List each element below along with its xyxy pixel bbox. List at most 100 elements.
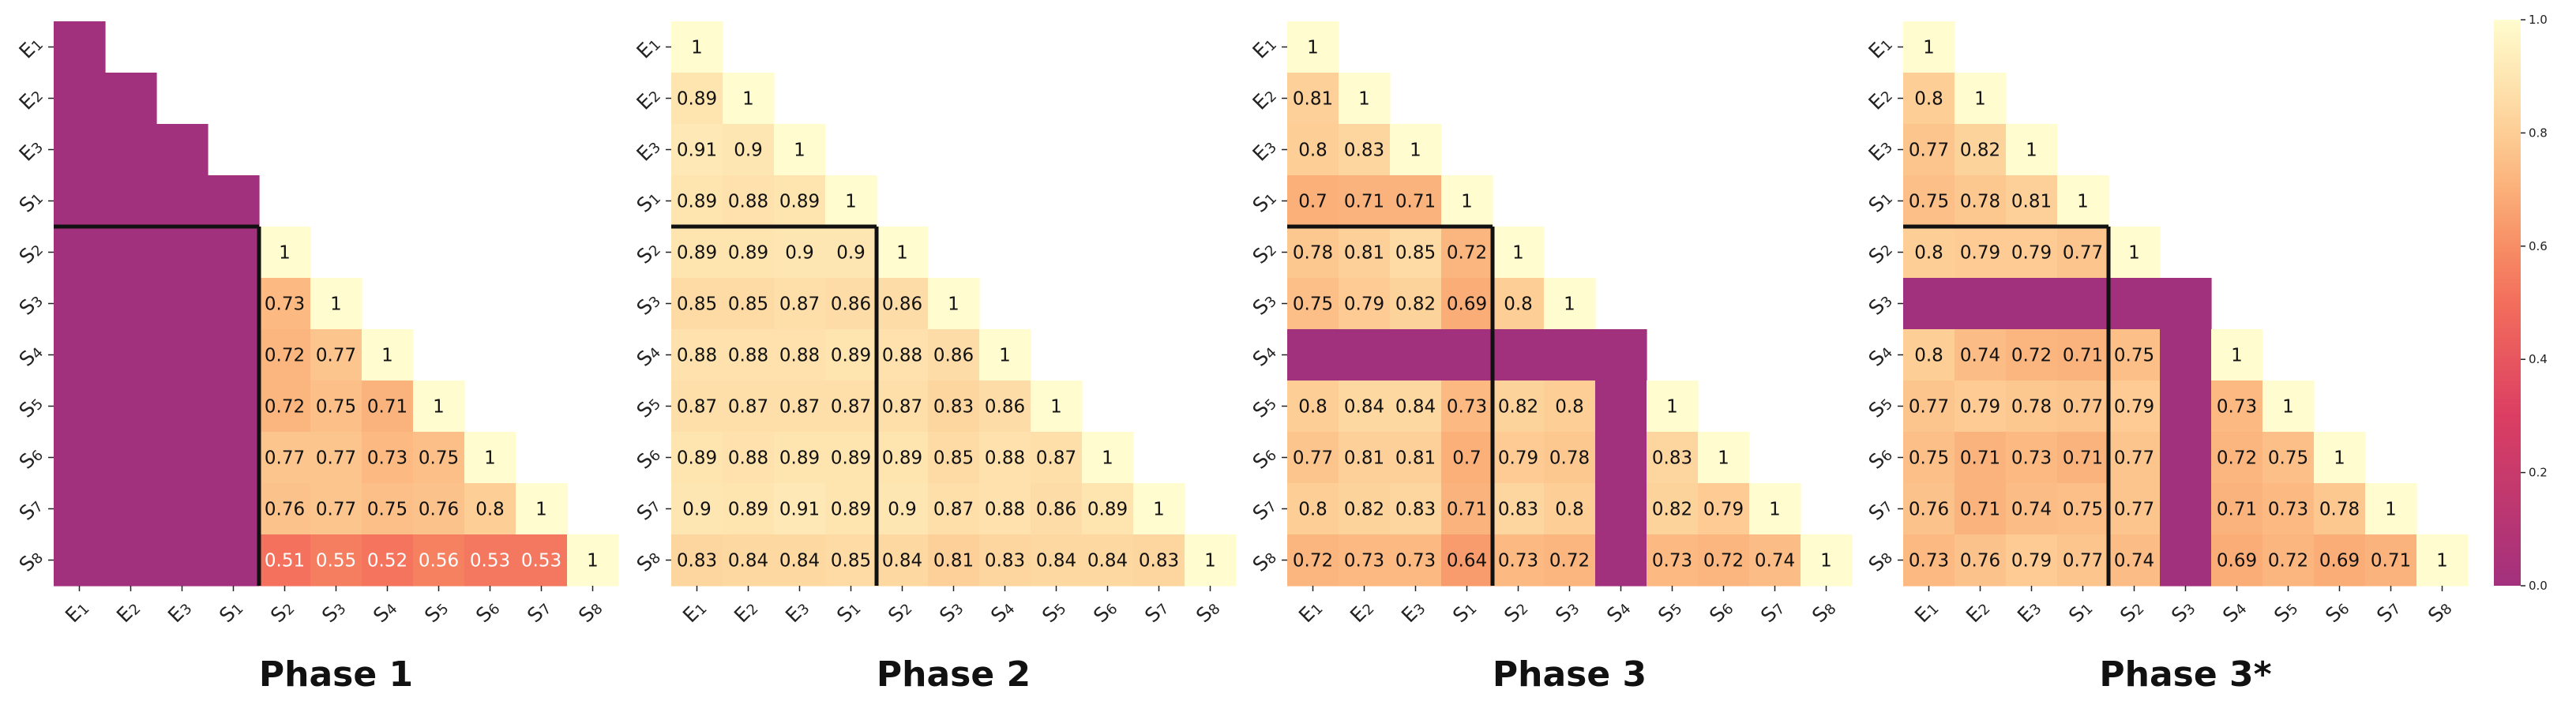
heatmap-cell (825, 278, 877, 330)
cell-value-label: 1 (2128, 243, 2140, 264)
cell-value-label: 0.9 (682, 500, 712, 520)
colorbar-tick-label: 0.2 (2529, 466, 2548, 480)
x-tick-label: S8 (574, 595, 606, 628)
cell-value-label: 0.89 (728, 243, 768, 264)
cell-value-label: 0.71 (1960, 448, 2000, 469)
cell-value-label: 0.53 (521, 551, 561, 572)
cell-value-label: 0.76 (1909, 500, 1949, 520)
heatmap-cell (1955, 534, 2007, 587)
cell-value-label: 0.73 (367, 448, 407, 469)
heatmap-cell (2416, 534, 2469, 587)
cell-value-label: 0.83 (985, 551, 1025, 572)
cell-value-label: 0.89 (677, 89, 717, 110)
y-tick-label: S4 (1864, 339, 1896, 372)
cell-value-label: 0.89 (677, 243, 717, 264)
cell-value-label: 0.79 (1498, 448, 1538, 469)
masked-cell (2160, 278, 2212, 330)
x-tick-label: S3 (1551, 595, 1583, 628)
cell-value-label: 0.77 (2063, 551, 2103, 572)
heatmap-cell (1955, 483, 2007, 535)
cell-value-label: 0.83 (1395, 500, 1436, 520)
x-tick-label: E1 (678, 595, 710, 627)
cell-value-label: 0.89 (779, 448, 820, 469)
heatmap-cell (1339, 278, 1391, 330)
cell-value-label: 1 (1718, 448, 1729, 469)
y-tick-label: E1 (632, 32, 663, 63)
heatmap-cell (2006, 483, 2058, 535)
y-tick-label: S5 (1248, 391, 1280, 423)
cell-value-label: 0.82 (1498, 397, 1538, 418)
heatmap-cell (259, 483, 311, 535)
masked-cell (54, 175, 106, 227)
x-tick-label: S7 (2372, 595, 2405, 628)
heatmap-cell (1955, 380, 2007, 433)
y-tick-label: S1 (14, 186, 47, 218)
cell-value-label: 0.72 (1447, 243, 1487, 264)
heatmap-cell (1339, 380, 1391, 433)
cell-value-label: 0.87 (728, 397, 768, 418)
heatmap-cell (774, 329, 826, 381)
x-tick-label: S7 (1140, 595, 1173, 628)
cell-value-label: 0.89 (831, 500, 871, 520)
cell-value-label: 0.53 (470, 551, 510, 572)
cell-value-label: 0.71 (2217, 500, 2257, 520)
x-tick-label: S2 (2116, 595, 2148, 628)
cell-value-label: 0.64 (1447, 551, 1487, 572)
masked-cell (105, 534, 157, 587)
cell-value-label: 0.87 (831, 397, 871, 418)
cell-value-label: 1 (2231, 346, 2243, 366)
heatmap-cell (825, 534, 877, 587)
x-tick-label: S4 (2218, 595, 2251, 628)
cell-value-label: 0.84 (1087, 551, 1128, 572)
heatmap-cell (723, 534, 775, 587)
masked-cell (208, 432, 260, 484)
masked-cell (105, 380, 157, 433)
heatmap-cell (567, 534, 619, 587)
cell-value-label: 0.82 (1344, 500, 1384, 520)
masked-cell (1955, 278, 2007, 330)
cell-value-label: 0.71 (2063, 448, 2103, 469)
masked-cell (1595, 534, 1647, 587)
cell-value-label: 0.89 (1087, 500, 1128, 520)
y-tick-label: S3 (1864, 288, 1896, 321)
y-tick-label: S8 (14, 545, 47, 577)
x-tick-label: S3 (2167, 595, 2199, 628)
x-tick-label: S2 (266, 595, 299, 628)
heatmap-cell (1441, 227, 1493, 279)
cell-value-label: 0.83 (677, 551, 717, 572)
heatmap-cell (413, 380, 465, 433)
x-tick-label: S1 (2064, 595, 2097, 628)
heatmap-cell (1903, 124, 1955, 176)
heatmap-cell (1955, 73, 2007, 125)
masked-cell (156, 483, 208, 535)
cell-value-label: 1 (330, 294, 342, 315)
heatmap-cell (1390, 175, 1442, 227)
cell-value-label: 1 (2385, 500, 2397, 520)
y-tick-label: E1 (1864, 32, 1895, 63)
masked-cell (105, 73, 157, 125)
cell-value-label: 0.77 (1909, 141, 1949, 161)
cell-value-label: 0.77 (316, 500, 356, 520)
heatmap-cell (1287, 278, 1339, 330)
cell-value-label: 1 (1102, 448, 1113, 469)
cell-value-label: 0.75 (1909, 192, 1949, 212)
masked-cell (1287, 329, 1339, 381)
heatmap-cell (928, 534, 980, 587)
heatmap-cell (1903, 73, 1955, 125)
cell-value-label: 1 (1358, 89, 1370, 110)
heatmap-cell (464, 534, 516, 587)
cell-value-label: 1 (1666, 397, 1678, 418)
masked-cell (1595, 432, 1647, 484)
heatmap-cell (774, 380, 826, 433)
x-tick-label: E2 (112, 595, 144, 627)
cell-value-label: 0.88 (985, 500, 1025, 520)
heatmap-cell (671, 483, 723, 535)
heatmap-cell (877, 534, 929, 587)
heatmap-cell (1698, 483, 1750, 535)
cell-value-label: 0.78 (1960, 192, 2000, 212)
cell-value-label: 0.8 (475, 500, 505, 520)
cell-value-label: 0.9 (836, 243, 866, 264)
heatmap-cell (1544, 432, 1596, 484)
heatmap-cell (723, 227, 775, 279)
heatmap-cell (1133, 534, 1185, 587)
